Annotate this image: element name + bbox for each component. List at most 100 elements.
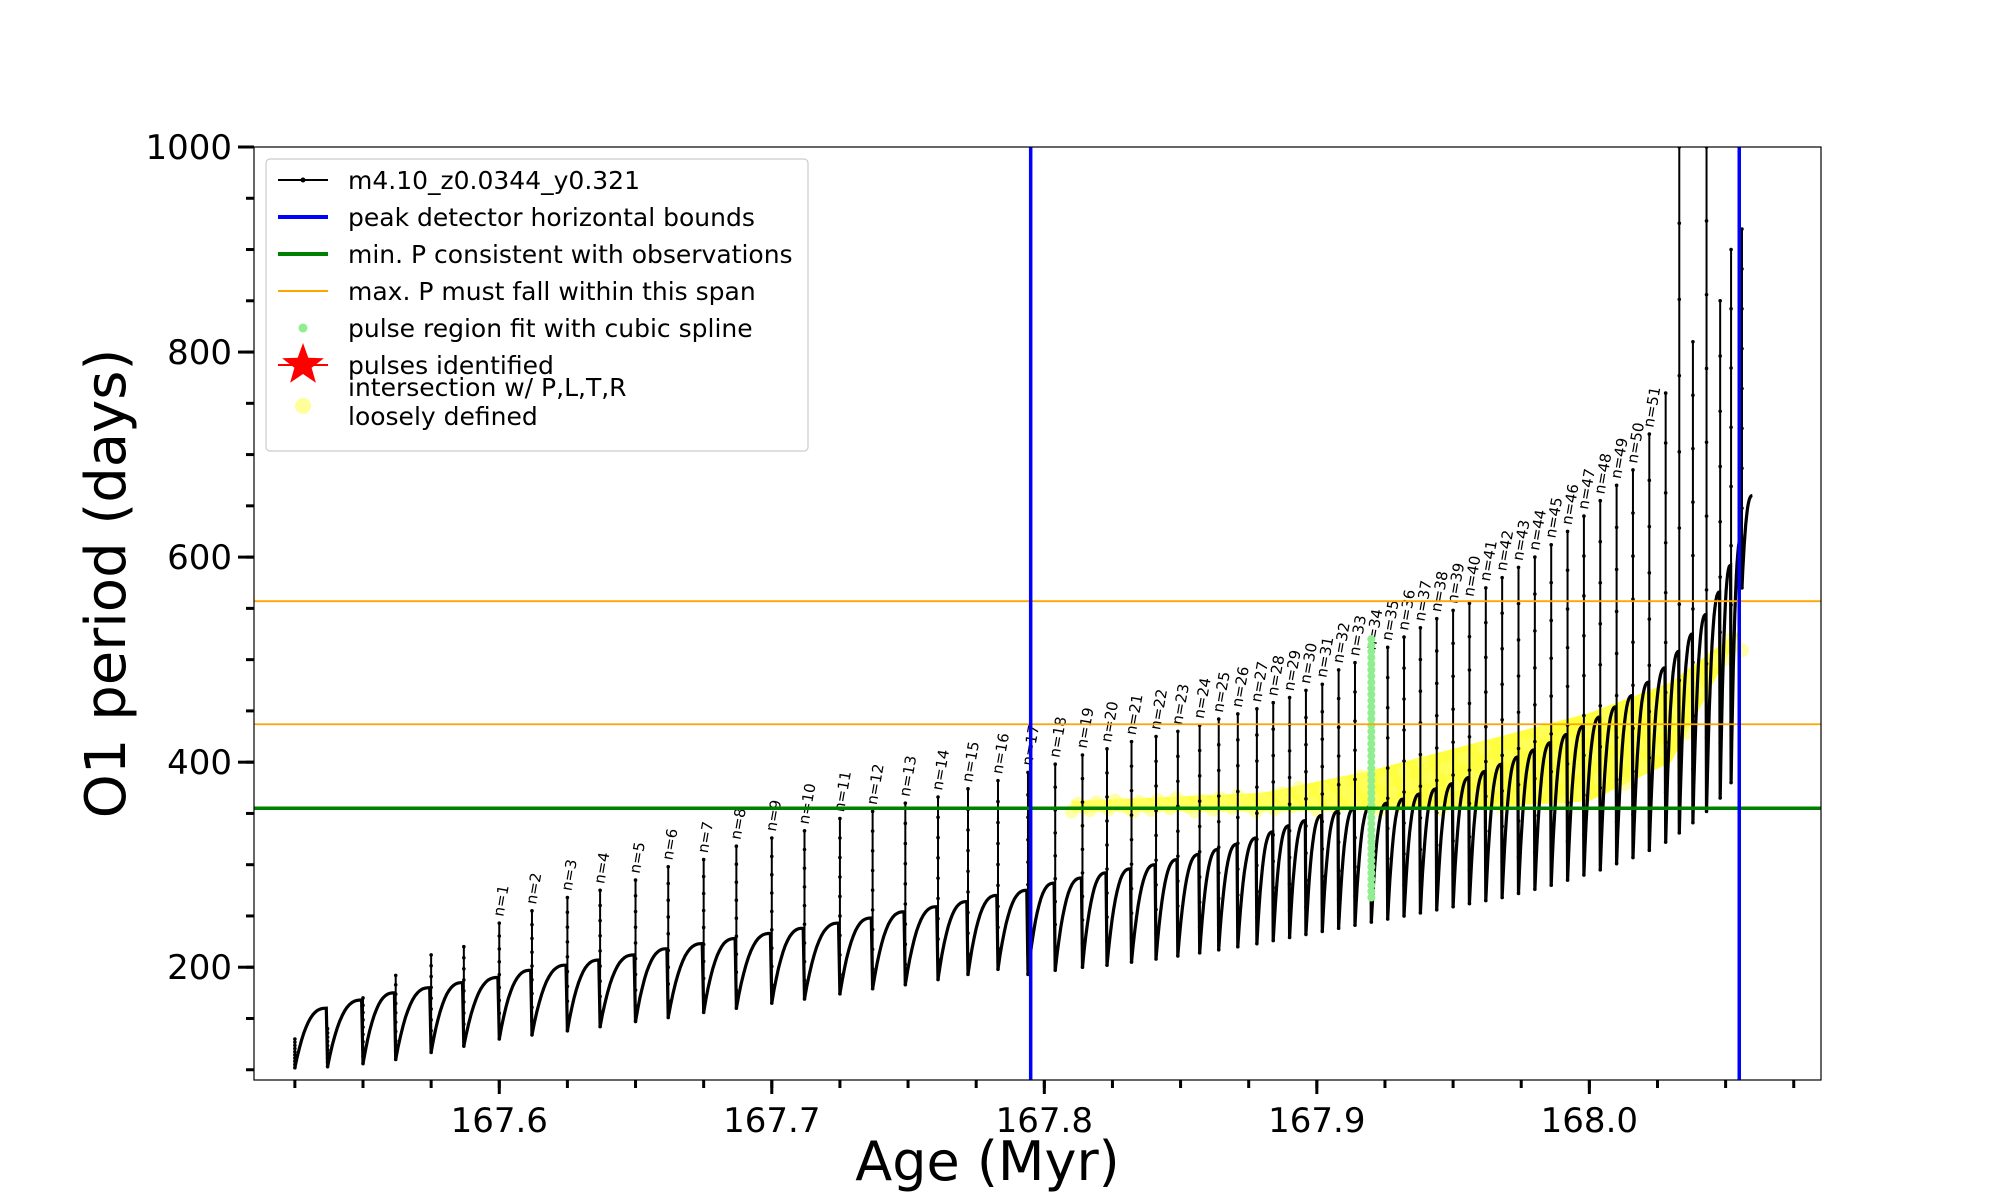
pulse-point bbox=[1385, 736, 1390, 740]
pulse-point bbox=[1336, 696, 1341, 701]
pulse-point bbox=[1197, 774, 1202, 778]
pulse-point bbox=[1129, 739, 1134, 744]
pulse-point bbox=[1080, 894, 1085, 899]
pulse-label: n=18 bbox=[1045, 715, 1070, 759]
pulse-point bbox=[1385, 796, 1390, 801]
pulse-point bbox=[325, 1064, 330, 1069]
pulse-point bbox=[1598, 703, 1603, 708]
pulse-point bbox=[769, 1001, 774, 1005]
pulse-point bbox=[1385, 917, 1390, 921]
pulse-point bbox=[1255, 915, 1259, 920]
pulse-point bbox=[1176, 829, 1180, 833]
pulse-point bbox=[1402, 697, 1406, 701]
pulse-point bbox=[701, 857, 706, 862]
pulse-point bbox=[966, 787, 970, 791]
spline-point bbox=[1367, 739, 1376, 748]
pulse-3 bbox=[393, 973, 398, 1062]
pulse-point bbox=[1197, 925, 1202, 930]
pulse-point bbox=[1500, 789, 1504, 793]
legend-item-0: m4.10_z0.0344_y0.321 bbox=[278, 166, 640, 195]
pulse-point bbox=[1176, 779, 1180, 784]
pulse-point bbox=[701, 959, 706, 964]
pulse-point bbox=[1129, 764, 1134, 768]
pulse-point bbox=[361, 1010, 365, 1015]
legend-label: peak detector horizontal bounds bbox=[348, 203, 755, 232]
pulse-label: n=2 bbox=[522, 871, 545, 905]
pulse-point bbox=[1255, 733, 1259, 737]
pulse-point bbox=[1353, 894, 1357, 898]
pulse-point bbox=[1197, 824, 1202, 829]
pulse-18: n=13 bbox=[896, 754, 920, 987]
legend-star-icon bbox=[282, 343, 324, 383]
spline-point bbox=[1367, 881, 1376, 890]
pulse-point bbox=[1483, 759, 1488, 764]
legend-label: min. P consistent with observations bbox=[348, 240, 793, 269]
pulse-point bbox=[734, 952, 739, 957]
pulse-point bbox=[361, 996, 365, 1000]
pulse-point bbox=[1663, 441, 1668, 445]
pulse-point bbox=[1336, 754, 1341, 758]
pulse-point bbox=[1255, 863, 1259, 868]
pulse-point bbox=[666, 1015, 671, 1020]
pulse-point bbox=[1320, 902, 1325, 906]
pulse-point bbox=[1598, 785, 1603, 790]
pulse-point bbox=[838, 953, 842, 957]
pulse-point bbox=[1026, 837, 1030, 842]
pulse-point bbox=[870, 809, 875, 814]
pulse-point bbox=[769, 946, 774, 950]
pulse-point bbox=[1336, 725, 1341, 730]
pulse-point bbox=[1500, 824, 1504, 829]
pulse-point bbox=[1304, 905, 1308, 910]
pulse-point bbox=[393, 1039, 398, 1043]
pulse-point bbox=[1582, 873, 1586, 877]
pulse-point bbox=[1336, 897, 1341, 902]
pulse-point bbox=[1255, 889, 1259, 894]
pulse-58 bbox=[1677, 147, 1682, 835]
pulse-point bbox=[1740, 267, 1744, 271]
pulse-point bbox=[1434, 616, 1439, 621]
pulse-point bbox=[1080, 965, 1085, 970]
pulse-point bbox=[1320, 819, 1325, 824]
pulse-point bbox=[1467, 768, 1472, 772]
y-tick-label: 200 bbox=[167, 948, 232, 988]
pulse-point bbox=[1740, 466, 1744, 471]
pulse-point bbox=[996, 862, 1000, 867]
pulse-point bbox=[734, 970, 739, 975]
pulse-point bbox=[1483, 829, 1488, 833]
pulse-point bbox=[1369, 920, 1374, 924]
pulse-point bbox=[1704, 661, 1709, 666]
pulse-point bbox=[1704, 809, 1709, 814]
pulse-point bbox=[1582, 713, 1586, 718]
pulse-point bbox=[1614, 567, 1619, 572]
pulse-point bbox=[903, 821, 908, 826]
pulse-point bbox=[565, 895, 570, 900]
pulse-point bbox=[1704, 735, 1709, 740]
pulse-point bbox=[1704, 514, 1709, 518]
pulse-point bbox=[1154, 858, 1158, 862]
pulse-point bbox=[870, 848, 875, 853]
pulse-point bbox=[1729, 484, 1733, 489]
pulse-point bbox=[530, 936, 534, 941]
pulse-point bbox=[1176, 879, 1180, 883]
plot-frame bbox=[253, 146, 1822, 1081]
pulse-point bbox=[530, 964, 534, 968]
pulse-point bbox=[598, 933, 602, 938]
pulse-point bbox=[530, 950, 534, 954]
pulse-point bbox=[1691, 713, 1695, 718]
intersection-point bbox=[1415, 755, 1430, 770]
pulse-point bbox=[1631, 812, 1635, 817]
pulse-point bbox=[1533, 776, 1537, 781]
pulse-point bbox=[1451, 674, 1455, 679]
pulse-point bbox=[598, 918, 602, 923]
legend-label: intersection w/ P,L,T,R loosely defined bbox=[348, 373, 627, 431]
pulse-point bbox=[936, 835, 940, 840]
pulse-point bbox=[966, 828, 970, 832]
pulse-point bbox=[1533, 887, 1537, 892]
pulse-point bbox=[903, 902, 908, 906]
pulse-point bbox=[1129, 935, 1134, 940]
pulse-point bbox=[996, 904, 1000, 909]
pulse-point bbox=[701, 874, 706, 879]
pulse-point bbox=[966, 931, 970, 935]
pulse-point bbox=[497, 985, 502, 990]
